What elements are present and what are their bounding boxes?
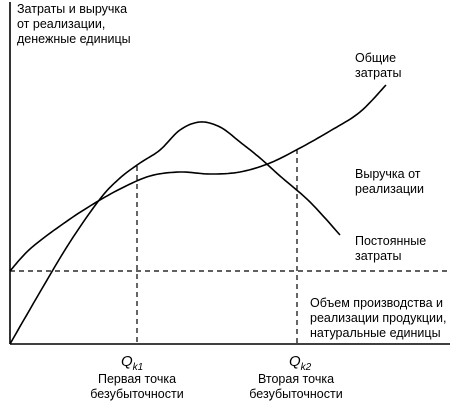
break-even-2-caption-line-1: Вторая точка xyxy=(258,372,334,386)
y-axis-label-line-2: от реализации, xyxy=(17,17,105,31)
revenue-label-line-1: Выручка от xyxy=(355,167,421,181)
fixed-costs-label-line-2: затраты xyxy=(355,249,401,263)
fixed-costs-label-line-1: Постоянные xyxy=(355,234,426,248)
total-costs-label-line-2: затраты xyxy=(355,66,401,80)
x-axis-label-line-2: реализации продукции, xyxy=(310,311,446,325)
break-even-1-caption-line-2: безубыточности xyxy=(90,387,183,401)
total-costs-label-line-1: Общие xyxy=(355,51,396,65)
y-axis-label-line-1: Затраты и выручка xyxy=(17,2,127,16)
break-even-1-caption-line-1: Первая точка xyxy=(98,372,176,386)
revenue-curve xyxy=(9,121,341,345)
total-costs-curve xyxy=(9,84,387,272)
break-even-2-caption-line-2: безубыточности xyxy=(249,387,342,401)
break-even-1-symbol: Qk1 xyxy=(121,353,143,373)
x-axis-label-line-3: натуральные единицы xyxy=(310,326,441,340)
y-axis-label-line-3: денежные единицы xyxy=(17,32,131,46)
revenue-label-line-2: реализации xyxy=(355,182,424,196)
x-axis-label-line-1: Объем производства и xyxy=(310,296,443,310)
break-even-2-symbol: Qk2 xyxy=(289,353,312,373)
